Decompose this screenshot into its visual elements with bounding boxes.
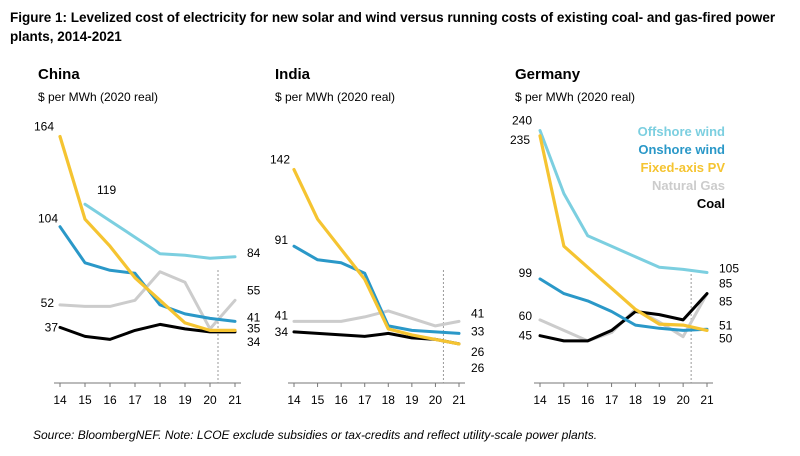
germany-x-tick-label: 20 (676, 393, 690, 407)
india-onshore-data-label: 91 (275, 233, 289, 247)
china-x-tick-label: 15 (78, 393, 92, 407)
china-offshore-data-label: 84 (247, 246, 261, 260)
india-pv-data-label: 26 (471, 345, 485, 359)
china-x-tick-label: 14 (53, 393, 67, 407)
china-x-tick-label: 17 (128, 393, 142, 407)
china-pv-data-label: 35 (247, 321, 261, 335)
india-x-tick-label: 15 (311, 393, 325, 407)
china-onshore-data-label: 41 (247, 310, 261, 324)
germany-offshore-series-line (538, 129, 709, 274)
india-panel-title: India (275, 66, 311, 83)
legend-offshore: Offshore wind (638, 124, 725, 139)
china-unit-label: $ per MWh (2020 real) (38, 90, 158, 104)
china-pv-data-label: 164 (34, 120, 54, 134)
germany-x-tick-label: 18 (629, 393, 643, 407)
china-x-tick-label: 21 (228, 393, 242, 407)
germany-x-tick-label: 15 (557, 393, 571, 407)
china-x-tick-label: 16 (103, 393, 117, 407)
india-x-tick-label: 18 (382, 393, 396, 407)
germany-gas-data-label: 85 (719, 277, 733, 291)
china-coal-data-label: 37 (45, 320, 59, 334)
germany-unit-label: $ per MWh (2020 real) (515, 90, 635, 104)
legend-onshore: Onshore wind (638, 142, 725, 157)
germany-coal-series-line (538, 292, 709, 343)
germany-panel-title: Germany (515, 66, 581, 83)
india-coal-data-label: 34 (275, 325, 289, 339)
india-x-tick-label: 14 (287, 393, 301, 407)
china-pv-series-line (58, 134, 237, 332)
legend-coal: Coal (697, 196, 725, 211)
india-x-tick-label: 19 (405, 393, 419, 407)
china-x-tick-label: 18 (153, 393, 167, 407)
germany-gas-data-label: 60 (519, 309, 533, 323)
germany-coal-data-label: 45 (519, 329, 533, 343)
china-x-tick-label: 20 (203, 393, 217, 407)
germany-onshore-data-label: 99 (519, 266, 533, 280)
germany-x-tick-label: 19 (653, 393, 667, 407)
india-x-tick-label: 21 (452, 393, 466, 407)
germany-x-tick-label: 17 (605, 393, 619, 407)
india-pv-series-line (292, 168, 461, 346)
figure-title: Figure 1: Levelized cost of electricity … (10, 10, 776, 44)
india-onshore-series-line (292, 244, 461, 335)
germany-x-tick-label: 16 (581, 393, 595, 407)
india-coal-data-label: 26 (471, 361, 485, 375)
legend-pv: Fixed-axis PV (640, 160, 725, 175)
germany-pv-data-label: 235 (510, 133, 530, 147)
china-x-tick-label: 19 (178, 393, 192, 407)
india-gas-data-label: 41 (471, 306, 485, 320)
india-gas-data-label: 41 (275, 308, 289, 322)
china-coal-data-label: 34 (247, 335, 261, 349)
germany-onshore-data-label: 51 (719, 318, 733, 332)
germany-pv-series-line (538, 134, 709, 332)
china-gas-series-line (58, 270, 237, 331)
india-x-tick-label: 17 (358, 393, 372, 407)
india-x-tick-label: 16 (334, 393, 348, 407)
china-offshore-series-line (83, 202, 237, 260)
china-offshore-data-label: 119 (97, 183, 116, 197)
germany-coal-data-label: 85 (719, 295, 733, 309)
india-pv-data-label: 142 (270, 153, 290, 167)
germany-offshore-data-label: 240 (512, 114, 532, 128)
germany-offshore-data-label: 105 (719, 262, 739, 276)
china-panel-title: China (38, 66, 80, 83)
china-onshore-data-label: 104 (38, 212, 58, 226)
china-gas-data-label: 52 (41, 296, 55, 310)
india-unit-label: $ per MWh (2020 real) (275, 90, 395, 104)
china-gas-data-label: 55 (247, 283, 261, 297)
legend-gas: Natural Gas (652, 178, 725, 193)
germany-pv-data-label: 50 (719, 331, 733, 345)
germany-x-tick-label: 14 (533, 393, 547, 407)
figure-source-note: Source: BloombergNEF. Note: LCOE exclude… (33, 428, 598, 442)
china-coal-series-line (58, 322, 237, 341)
germany-x-tick-label: 21 (700, 393, 714, 407)
india-onshore-data-label: 33 (471, 324, 485, 338)
india-gas-series-line (292, 309, 461, 328)
india-x-tick-label: 20 (429, 393, 443, 407)
germany-onshore-series-line (538, 277, 709, 332)
